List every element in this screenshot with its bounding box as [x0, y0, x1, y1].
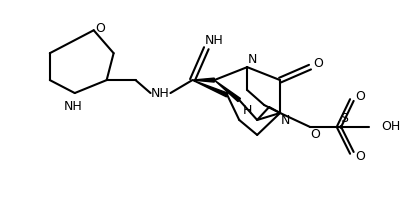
- Text: N: N: [280, 114, 290, 127]
- Text: NH: NH: [63, 99, 82, 112]
- Polygon shape: [214, 80, 240, 102]
- Text: O: O: [96, 22, 105, 35]
- Text: NH: NH: [151, 86, 170, 100]
- Text: N: N: [248, 53, 257, 66]
- Text: OH: OH: [381, 120, 400, 134]
- Text: O: O: [310, 128, 320, 141]
- Polygon shape: [192, 80, 228, 97]
- Text: O: O: [313, 57, 323, 70]
- Text: S: S: [340, 112, 348, 125]
- Polygon shape: [192, 78, 214, 82]
- Text: O: O: [355, 150, 365, 163]
- Text: H: H: [242, 103, 252, 117]
- Text: O: O: [355, 90, 365, 103]
- Text: NH: NH: [205, 34, 224, 47]
